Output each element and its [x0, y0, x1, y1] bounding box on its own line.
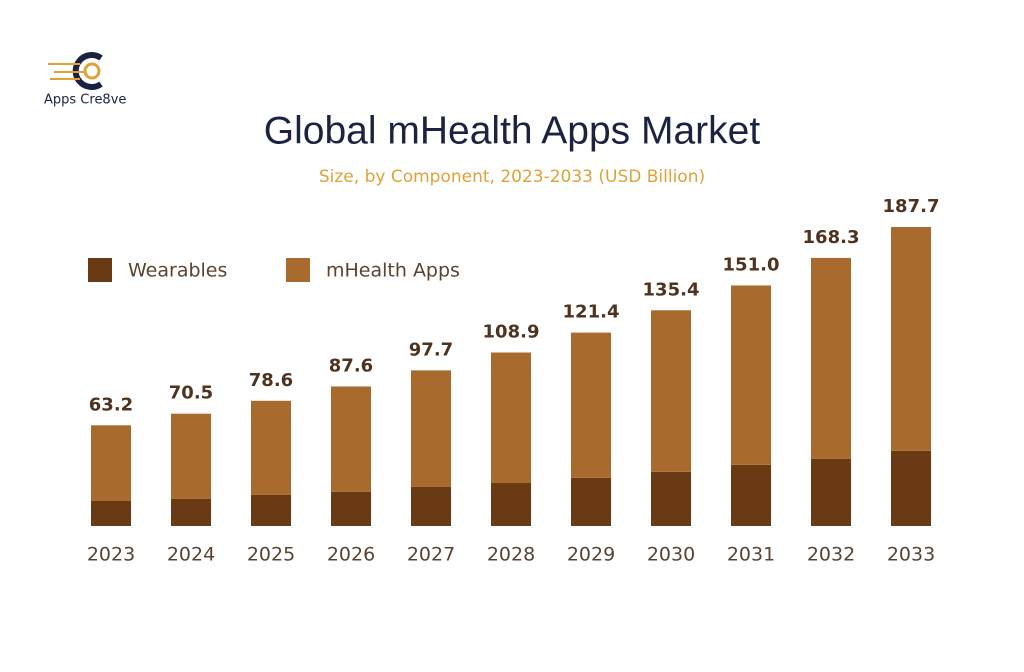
total-label: 151.0 — [723, 254, 780, 275]
bar-segment — [571, 332, 611, 478]
x-tick-label: 2027 — [407, 544, 455, 566]
logo-dot — [83, 62, 101, 80]
chart-subtitle: Size, by Component, 2023-2033 (USD Billi… — [319, 167, 705, 187]
total-label: 97.7 — [409, 339, 453, 360]
bar-segment — [91, 425, 131, 501]
total-label: 135.4 — [643, 279, 700, 300]
bar-segment — [331, 386, 371, 492]
bar-segment — [91, 500, 131, 526]
bar-segment — [171, 498, 211, 526]
bar-segment — [491, 352, 531, 483]
x-tick-label: 2032 — [807, 544, 855, 566]
chart-title: Global mHealth Apps Market — [264, 109, 761, 152]
legend-label: Wearables — [128, 260, 227, 282]
legend-swatch — [286, 258, 310, 282]
bar-segment — [651, 471, 691, 526]
x-tick-label: 2033 — [887, 544, 935, 566]
legend-swatch — [88, 258, 112, 282]
total-label: 78.6 — [249, 370, 293, 391]
total-label: 87.6 — [329, 355, 373, 376]
x-tick-label: 2026 — [327, 544, 375, 566]
bar-segment — [411, 486, 451, 526]
logo-text: Apps Cre8ve — [44, 93, 126, 108]
x-tick-label: 2028 — [487, 544, 535, 566]
bar-segment — [251, 400, 291, 495]
bar-segment — [731, 285, 771, 465]
bar-segment — [491, 482, 531, 526]
x-tick-label: 2029 — [567, 544, 615, 566]
bar-segment — [891, 450, 931, 526]
bar-segment — [891, 227, 931, 451]
x-tick-label: 2030 — [647, 544, 695, 566]
bar-segment — [731, 464, 771, 526]
total-label: 108.9 — [483, 322, 540, 343]
bar-segment — [331, 491, 371, 526]
x-tick-label: 2024 — [167, 544, 215, 566]
total-label: 121.4 — [563, 302, 620, 323]
bar-segment — [411, 370, 451, 487]
total-label: 70.5 — [169, 383, 213, 404]
logo: Apps Cre8ve — [44, 52, 126, 108]
bar-segment — [811, 458, 851, 526]
bar-segment — [171, 413, 211, 499]
legend-label: mHealth Apps — [326, 260, 460, 282]
bar-segment — [811, 257, 851, 459]
x-tick-label: 2031 — [727, 544, 775, 566]
bar-segment — [571, 477, 611, 526]
total-label: 168.3 — [803, 227, 860, 248]
x-tick-label: 2023 — [87, 544, 135, 566]
total-label: 187.7 — [883, 196, 940, 217]
bar-segment — [651, 310, 691, 472]
total-label: 63.2 — [89, 394, 133, 415]
bar-segment — [251, 494, 291, 526]
x-tick-label: 2025 — [247, 544, 295, 566]
